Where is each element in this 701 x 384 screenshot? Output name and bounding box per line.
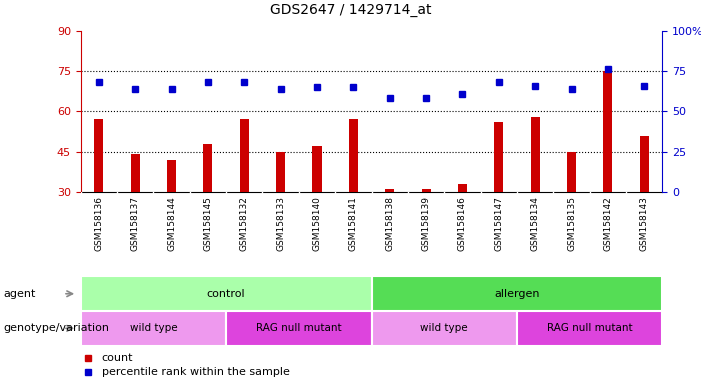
Text: GSM158134: GSM158134 [531, 196, 540, 251]
Text: GSM158147: GSM158147 [494, 196, 503, 251]
Text: RAG null mutant: RAG null mutant [547, 323, 632, 333]
Bar [372, 311, 517, 346]
Bar [167, 160, 176, 192]
Text: wild type: wild type [130, 323, 177, 333]
Bar [94, 119, 103, 192]
Text: GSM158132: GSM158132 [240, 196, 249, 251]
Text: GDS2647 / 1429714_at: GDS2647 / 1429714_at [270, 3, 431, 17]
Bar [226, 311, 372, 346]
Bar [385, 189, 394, 192]
Text: GSM158140: GSM158140 [313, 196, 322, 251]
Text: GSM158141: GSM158141 [349, 196, 358, 251]
Text: genotype/variation: genotype/variation [4, 323, 109, 333]
Text: GSM158142: GSM158142 [604, 196, 613, 251]
Text: wild type: wild type [421, 323, 468, 333]
Bar [517, 311, 662, 346]
Bar [276, 152, 285, 192]
Bar [81, 311, 226, 346]
Text: percentile rank within the sample: percentile rank within the sample [102, 366, 290, 377]
Text: agent: agent [4, 289, 36, 299]
Text: control: control [207, 289, 245, 299]
Bar [240, 119, 249, 192]
Bar [531, 117, 540, 192]
Text: GSM158137: GSM158137 [130, 196, 139, 251]
Text: GSM158144: GSM158144 [167, 196, 176, 251]
Text: GSM158139: GSM158139 [421, 196, 430, 251]
Text: count: count [102, 353, 133, 363]
Bar [567, 152, 576, 192]
Bar [81, 276, 372, 311]
Text: GSM158143: GSM158143 [640, 196, 648, 251]
Text: RAG null mutant: RAG null mutant [256, 323, 341, 333]
Bar [130, 154, 139, 192]
Bar [640, 136, 649, 192]
Bar [494, 122, 503, 192]
Bar [604, 71, 613, 192]
Text: GSM158133: GSM158133 [276, 196, 285, 251]
Bar [458, 184, 467, 192]
Text: allergen: allergen [494, 289, 540, 299]
Text: GSM158135: GSM158135 [567, 196, 576, 251]
Bar [349, 119, 358, 192]
Bar [203, 144, 212, 192]
Text: GSM158145: GSM158145 [203, 196, 212, 251]
Text: GSM158146: GSM158146 [458, 196, 467, 251]
Text: GSM158138: GSM158138 [386, 196, 394, 251]
Bar [421, 189, 430, 192]
Bar [372, 276, 662, 311]
Bar [313, 146, 322, 192]
Text: GSM158136: GSM158136 [95, 196, 103, 251]
